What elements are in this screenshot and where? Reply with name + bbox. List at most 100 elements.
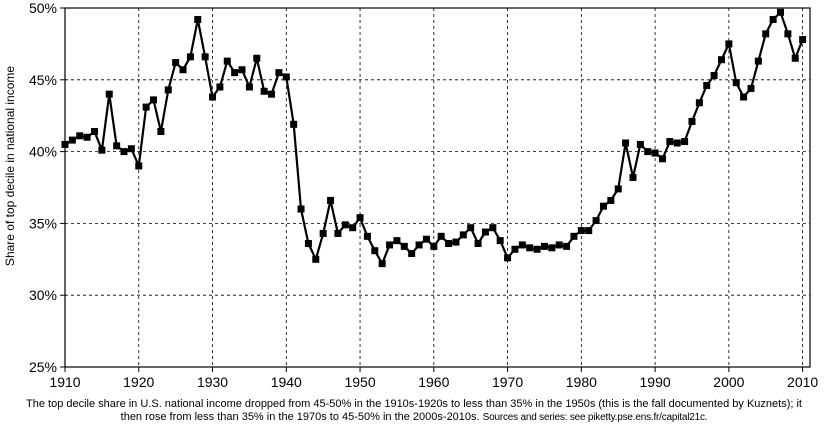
data-point — [636, 140, 644, 148]
data-point — [762, 30, 770, 38]
data-point — [452, 238, 460, 246]
data-point — [703, 82, 711, 90]
y-axis-label: Share of top decile in national income — [3, 66, 17, 266]
data-point — [791, 54, 799, 62]
data-point — [341, 221, 349, 229]
data-point — [445, 240, 453, 248]
data-point — [400, 242, 408, 250]
x-tick-label: 1930 — [197, 374, 228, 390]
data-point — [629, 173, 637, 181]
data-point — [740, 93, 748, 101]
data-point — [157, 127, 165, 135]
data-point — [570, 232, 578, 240]
data-point — [282, 73, 290, 81]
data-point — [799, 36, 807, 44]
data-point — [201, 53, 209, 61]
data-point — [223, 57, 231, 65]
data-point — [120, 148, 128, 156]
data-point — [334, 229, 342, 237]
data-point — [290, 120, 298, 128]
data-point — [209, 93, 217, 101]
data-point — [496, 237, 504, 245]
x-tick-label: 1990 — [640, 374, 671, 390]
data-point — [275, 69, 283, 77]
data-point — [754, 57, 762, 65]
data-point — [725, 40, 733, 48]
data-point — [172, 59, 180, 67]
data-point — [563, 242, 571, 250]
data-point — [607, 196, 615, 204]
data-point — [548, 244, 556, 252]
data-point — [91, 127, 99, 135]
data-point — [511, 245, 519, 253]
x-tick-label: 2010 — [787, 374, 818, 390]
data-point — [681, 138, 689, 146]
data-point — [695, 99, 703, 107]
y-tick-label: 35% — [29, 215, 57, 231]
data-point — [614, 185, 622, 193]
data-point — [599, 202, 607, 210]
data-point — [312, 255, 320, 263]
y-tick-label: 45% — [29, 72, 57, 88]
data-point — [186, 53, 194, 61]
x-tick-label: 1920 — [123, 374, 154, 390]
data-point — [349, 224, 357, 232]
data-point — [430, 242, 438, 250]
data-point — [113, 142, 121, 150]
data-point — [467, 224, 475, 232]
data-point — [489, 224, 497, 232]
data-point — [105, 90, 113, 98]
data-point — [98, 146, 106, 154]
x-tick-label: 1980 — [566, 374, 597, 390]
y-tick-label: 25% — [29, 359, 57, 375]
data-point — [83, 133, 91, 141]
data-point — [268, 90, 276, 98]
x-tick-label: 1940 — [271, 374, 302, 390]
data-point — [422, 235, 430, 243]
data-point — [356, 214, 364, 222]
data-point — [540, 242, 548, 250]
data-point — [651, 149, 659, 157]
y-tick-label: 30% — [29, 287, 57, 303]
data-point — [378, 260, 386, 268]
data-point — [776, 8, 784, 16]
x-tick-label: 1950 — [344, 374, 375, 390]
data-point — [577, 227, 585, 235]
y-axis-ticks: 25% 30% 35% 40% 45% 50% — [29, 0, 65, 375]
data-point — [555, 241, 563, 249]
data-point — [371, 247, 379, 255]
data-point — [585, 227, 593, 235]
data-point — [194, 15, 202, 23]
data-point — [717, 56, 725, 64]
data-point — [710, 71, 718, 79]
data-point — [179, 66, 187, 74]
data-point — [216, 83, 224, 91]
data-point — [474, 240, 482, 248]
x-axis-ticks: 1910 1920 1930 1940 1950 1960 1970 1980 1990 2000… — [49, 367, 818, 390]
caption-source: Sources and series: see piketty.pse.ens.… — [482, 412, 708, 423]
data-point — [260, 87, 268, 95]
data-point — [688, 117, 696, 125]
data-point — [747, 84, 755, 92]
data-point — [245, 83, 253, 91]
data-point — [673, 139, 681, 147]
data-point — [253, 54, 261, 62]
data-point — [363, 232, 371, 240]
plot-frame — [64, 7, 811, 368]
data-point — [622, 139, 630, 147]
series-markers — [61, 8, 807, 268]
data-point — [408, 250, 416, 258]
data-point — [231, 69, 239, 77]
data-point — [319, 229, 327, 237]
data-point — [327, 196, 335, 204]
x-tick-label: 1910 — [49, 374, 80, 390]
data-point — [533, 245, 541, 253]
x-tick-label: 2000 — [713, 374, 744, 390]
data-point — [150, 96, 158, 104]
data-point — [386, 241, 394, 249]
data-point — [164, 86, 172, 94]
data-point — [784, 30, 792, 38]
data-point — [732, 79, 740, 87]
data-point — [393, 237, 401, 245]
line-chart: 25%30%35%40%45%50% 1910 1920 1930 1940 1950 1… — [3, 0, 818, 390]
